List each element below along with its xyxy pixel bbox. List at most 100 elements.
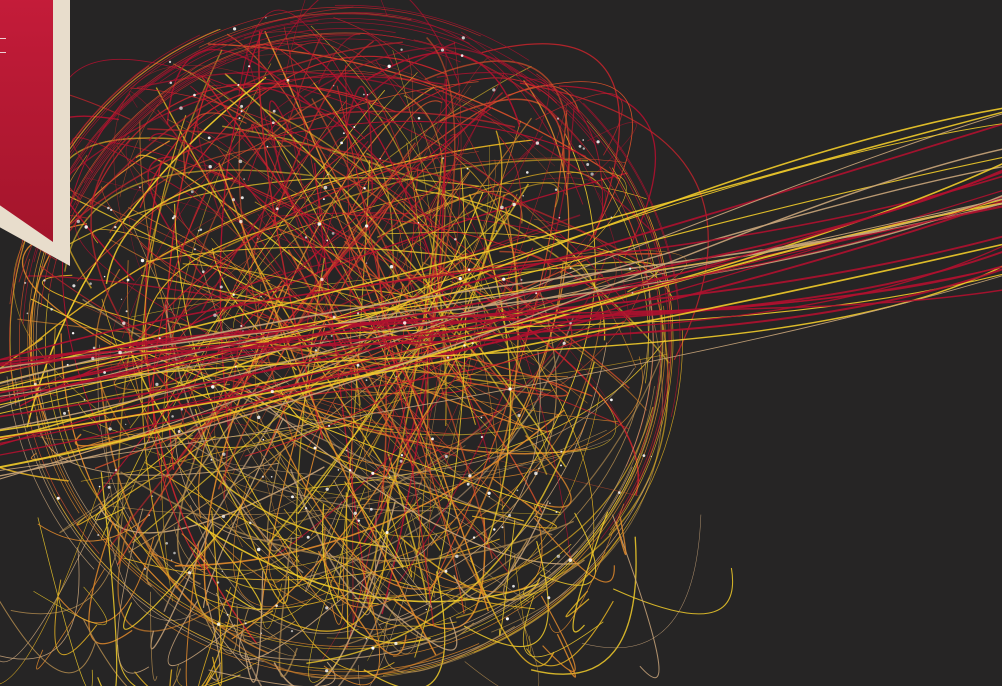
star-point <box>26 312 29 315</box>
globe-arc <box>232 85 471 475</box>
star-point <box>304 507 308 510</box>
star-point <box>363 186 366 190</box>
lower-loop-arc <box>107 526 198 621</box>
star-point <box>522 195 524 197</box>
star-point <box>365 262 368 264</box>
globe-rim-arc <box>35 293 103 531</box>
star-point <box>71 331 75 335</box>
star-point <box>226 613 229 616</box>
star-point <box>126 278 130 282</box>
globe-arc <box>468 194 512 545</box>
globe-arc <box>187 441 433 512</box>
star-point <box>323 185 328 190</box>
star-point <box>208 165 212 169</box>
star-point <box>238 159 243 164</box>
lower-loop-arc <box>272 579 395 673</box>
lower-loop-arc <box>192 565 274 627</box>
globe-rim-arc <box>583 102 679 299</box>
star-point <box>139 186 141 188</box>
star-point <box>556 554 561 559</box>
star-point <box>535 292 538 295</box>
streamer-arc <box>0 198 1002 397</box>
star-point <box>549 502 551 505</box>
star-point <box>207 136 211 140</box>
lower-loop-arc <box>556 633 577 678</box>
star-point <box>248 65 251 68</box>
lower-loop-arc <box>472 515 557 529</box>
globe-arc <box>535 92 623 156</box>
star-point <box>554 188 558 191</box>
star-point <box>492 88 496 92</box>
streamer-arc <box>0 171 1002 418</box>
star-point <box>219 285 223 289</box>
globe-arc <box>398 182 560 254</box>
star-point <box>480 416 483 419</box>
globe-arc <box>440 367 472 394</box>
globe-rim-arc <box>59 40 205 173</box>
globe-arc <box>101 298 321 601</box>
star-point <box>155 382 159 387</box>
lower-loop-arc <box>0 493 110 663</box>
star-point <box>555 511 558 514</box>
lower-loop-arc <box>317 550 407 656</box>
streamer-arc <box>0 163 1002 432</box>
globe-arc <box>450 292 650 606</box>
globe-arc <box>324 194 463 290</box>
globe-arc <box>322 152 623 424</box>
globe-arc <box>423 41 462 448</box>
globe-arc <box>137 524 445 680</box>
star-point <box>534 471 538 476</box>
globe-arc <box>362 367 635 479</box>
globe-rim-arc <box>69 6 481 154</box>
star-point <box>353 511 357 515</box>
globe-arc <box>165 79 211 470</box>
globe-rim-arc <box>334 4 530 61</box>
star-point <box>340 141 343 145</box>
globe-arc <box>29 140 171 422</box>
lower-loop-arc <box>204 525 262 611</box>
lower-loop-arc <box>150 591 158 681</box>
globe-rim-arc <box>45 293 72 462</box>
lower-loop-arc <box>185 541 212 686</box>
lower-loop-arc <box>502 539 585 602</box>
star-point <box>107 206 110 210</box>
star-point <box>582 139 585 141</box>
globe-rim-arc <box>224 621 425 647</box>
lower-loop-arc <box>0 600 97 674</box>
star-point <box>337 469 340 471</box>
globe-arc <box>230 327 414 384</box>
star-point <box>325 487 329 491</box>
globe-rim-arc <box>251 13 580 114</box>
lower-loop-arc <box>363 565 475 643</box>
star-point <box>525 171 529 174</box>
star-point <box>171 217 175 220</box>
star-point <box>240 110 243 113</box>
globe-arc <box>436 72 604 218</box>
globe-arc <box>392 50 446 387</box>
globe-arc <box>310 25 548 458</box>
banner-ribbon <box>0 0 53 242</box>
star-point <box>103 275 106 278</box>
star-point <box>466 167 469 170</box>
globe-rim-arc <box>608 216 674 536</box>
lower-loop-arc <box>324 526 405 608</box>
globe-arc <box>121 509 344 610</box>
star-point <box>461 36 465 40</box>
star-point <box>512 202 516 207</box>
star-point <box>363 93 365 96</box>
globe-arc <box>105 399 280 640</box>
globe-arc <box>481 43 621 236</box>
globe-arc <box>97 429 607 516</box>
star-point <box>120 298 123 300</box>
globe-rim-arc <box>167 28 396 84</box>
globe-arc <box>376 254 387 510</box>
star-point <box>110 208 113 212</box>
globe-arc <box>295 257 325 584</box>
star-point <box>97 534 100 536</box>
globe-arc <box>587 121 637 182</box>
star-point <box>535 141 540 145</box>
star-point <box>222 452 226 456</box>
globe-arc <box>437 351 541 574</box>
streamer-arc <box>0 196 1002 409</box>
globe-arc <box>110 203 241 425</box>
